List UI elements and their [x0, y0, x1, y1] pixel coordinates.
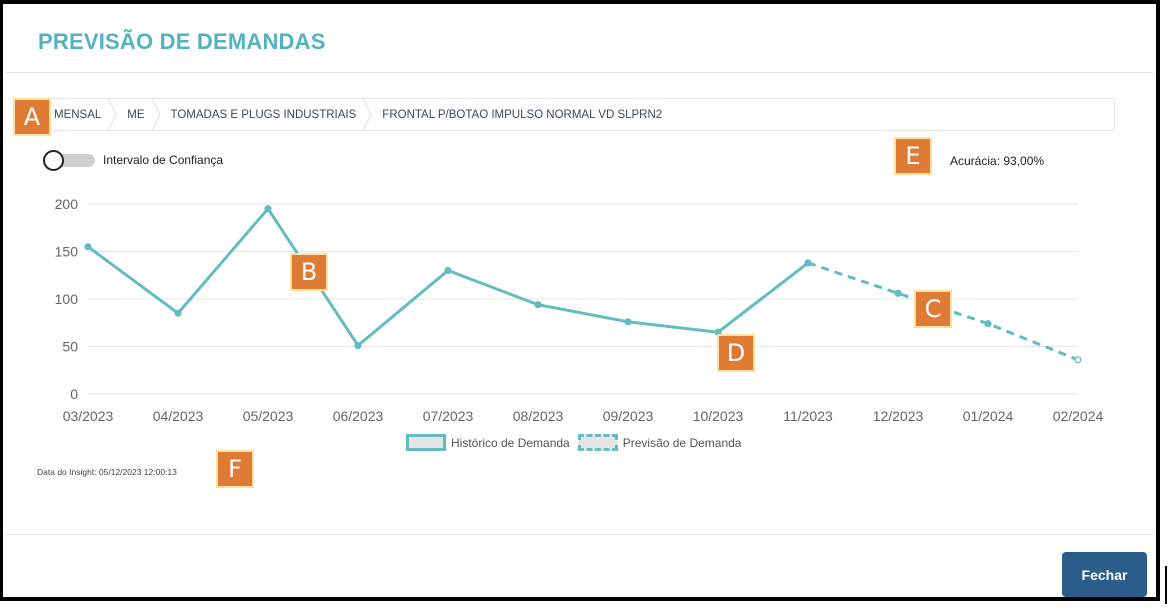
y-tick-label: 100: [55, 291, 79, 307]
data-point: [264, 205, 272, 213]
chevron-right-icon: [151, 98, 161, 131]
callout-e: E: [894, 137, 932, 175]
chart-series: [87, 206, 1079, 362]
confidence-interval-toggle[interactable]: [43, 150, 95, 171]
confidence-interval-row: Intervalo de Confiança: [43, 150, 224, 171]
series-line-history: [87, 206, 809, 348]
insight-date: Data do Insight: 05/12/2023 12:00:13: [37, 467, 177, 477]
callout-a: A: [13, 98, 51, 136]
breadcrumb-label: TOMADAS E PLUGS INDUSTRIAIS: [170, 108, 357, 121]
x-tick-label: 07/2023: [423, 408, 474, 424]
data-point: [174, 309, 182, 317]
x-tick-label: 05/2023: [243, 408, 294, 424]
y-axis: 0 50 100 150 200: [55, 196, 79, 402]
y-tick-label: 150: [55, 244, 79, 260]
x-axis: 03/2023 04/2023 05/2023 06/2023 07/2023 08/20…: [63, 408, 1104, 424]
legend-label-history[interactable]: Histórico de Demanda: [451, 435, 570, 450]
x-tick-label: 11/2023: [783, 408, 833, 424]
chevron-right-icon: [362, 98, 372, 131]
x-tick-label: 02/2024: [1053, 408, 1104, 424]
y-tick-label: 50: [62, 339, 78, 355]
confidence-interval-label: Intervalo de Confiança: [103, 153, 224, 167]
breadcrumb-item-category[interactable]: TOMADAS E PLUGS INDUSTRIAIS: [159, 98, 372, 131]
data-point: [624, 318, 632, 326]
breadcrumb-label: MENSAL: [54, 108, 102, 121]
x-tick-label: 04/2023: [153, 408, 204, 424]
x-tick-label: 01/2024: [963, 408, 1014, 424]
data-point: [1074, 356, 1082, 364]
x-tick-label: 06/2023: [333, 408, 384, 424]
data-point: [984, 320, 992, 328]
callout-c: C: [914, 290, 952, 328]
data-point: [804, 259, 812, 267]
breadcrumb-label: FRONTAL P/BOTAO IMPULSO NORMAL VD SLPRN2: [382, 108, 663, 121]
dialog-header: PREVISÃO DE DEMANDAS: [6, 7, 1153, 73]
x-tick-label: 09/2023: [603, 408, 654, 424]
breadcrumb-item-periodicity[interactable]: MENSAL: [54, 98, 117, 131]
close-button[interactable]: Fechar: [1062, 552, 1147, 597]
data-point: [84, 243, 92, 251]
toggle-knob: [43, 150, 64, 171]
x-tick-label: 08/2023: [513, 408, 564, 424]
callout-d: D: [717, 334, 755, 372]
demand-chart: 0 50 100 150 200 03/2023 04/2023 05/2023 06/202…: [55, 196, 1104, 424]
breadcrumb-item-product[interactable]: FRONTAL P/BOTAO IMPULSO NORMAL VD SLPRN2: [370, 98, 676, 131]
legend-swatch-forecast[interactable]: [577, 434, 618, 451]
chevron-right-icon: [107, 98, 117, 131]
edge-mark: [1165, 566, 1167, 604]
breadcrumb-item-segment[interactable]: ME: [115, 98, 161, 131]
footer-divider: [6, 534, 1153, 535]
y-tick-label: 0: [70, 386, 78, 402]
accuracy-text: Acurácia: 93,00%: [950, 154, 1045, 168]
legend-label-forecast[interactable]: Previsão de Demanda: [622, 435, 742, 450]
callout-f: F: [216, 450, 254, 488]
breadcrumb: MENSAL ME TOMADAS E PLUGS INDUSTRIAIS FR…: [15, 98, 1115, 131]
chart-grid: [88, 203, 1078, 395]
breadcrumb-label: ME: [127, 108, 145, 121]
x-tick-label: 12/2023: [873, 408, 924, 424]
data-point: [894, 289, 902, 297]
page-title: PREVISÃO DE DEMANDAS: [38, 29, 326, 54]
legend-swatch-history[interactable]: [406, 434, 446, 451]
x-tick-label: 03/2023: [63, 408, 114, 424]
chart-legend: Histórico de Demanda Previsão de Demanda: [406, 434, 741, 451]
callout-b: B: [290, 253, 328, 291]
data-point: [354, 341, 362, 350]
data-point: [444, 266, 452, 275]
y-tick-label: 200: [55, 196, 79, 212]
data-point: [534, 301, 542, 309]
x-tick-label: 10/2023: [693, 408, 744, 424]
chart-points: [84, 205, 1082, 364]
